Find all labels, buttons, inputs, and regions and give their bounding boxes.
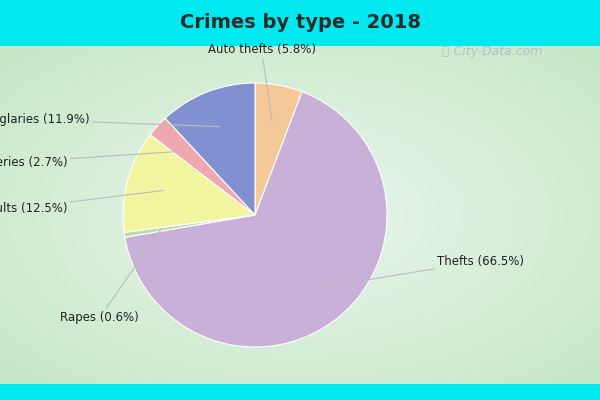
Text: Auto thefts (5.8%): Auto thefts (5.8%) (208, 44, 316, 122)
Text: Crimes by type - 2018: Crimes by type - 2018 (179, 14, 421, 32)
Wedge shape (123, 135, 255, 232)
Wedge shape (255, 83, 302, 215)
Wedge shape (150, 118, 255, 215)
Text: Burglaries (11.9%): Burglaries (11.9%) (0, 114, 220, 126)
Wedge shape (124, 215, 255, 237)
Text: Robberies (2.7%): Robberies (2.7%) (0, 151, 185, 169)
Wedge shape (165, 83, 255, 215)
Text: Thefts (66.5%): Thefts (66.5%) (316, 255, 524, 288)
Text: ⓘ City-Data.com: ⓘ City-Data.com (442, 46, 542, 58)
Text: Assaults (12.5%): Assaults (12.5%) (0, 190, 163, 215)
Wedge shape (125, 92, 387, 347)
Text: Rapes (0.6%): Rapes (0.6%) (60, 229, 161, 324)
